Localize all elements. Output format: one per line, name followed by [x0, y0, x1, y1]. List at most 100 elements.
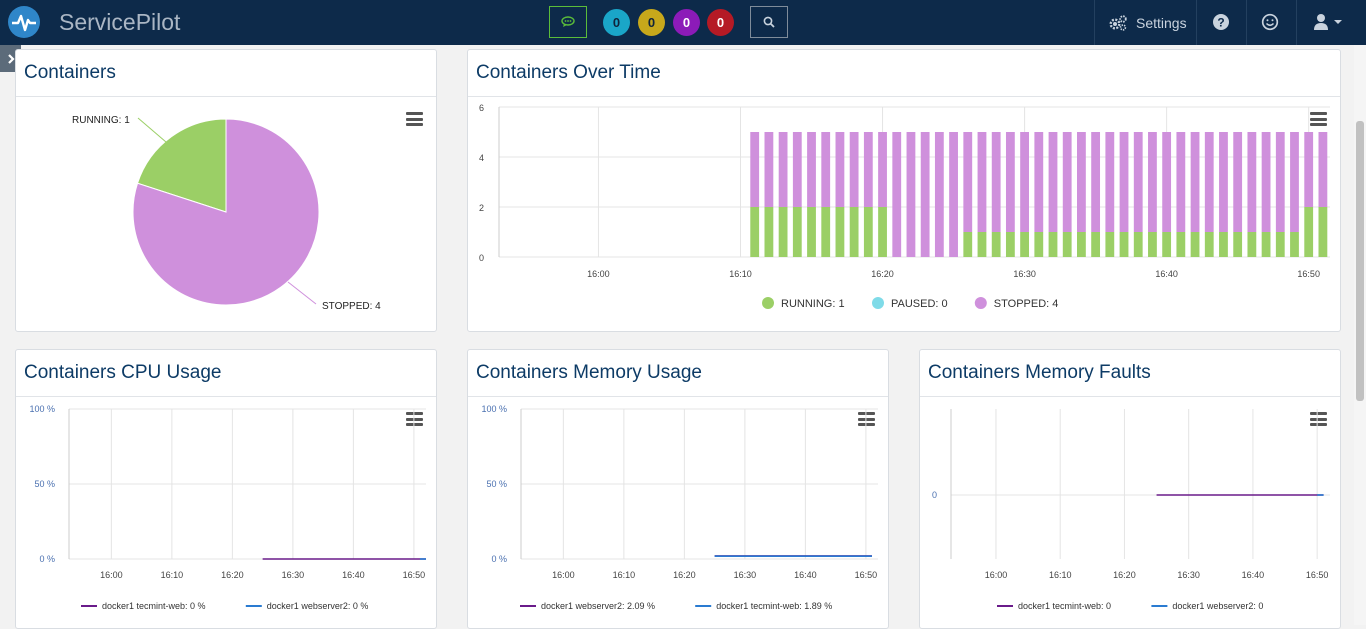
bar-running: [1275, 232, 1285, 257]
x-tick-label: 16:20: [1113, 570, 1136, 580]
bar-stopped: [878, 132, 887, 207]
bar-stopped: [1133, 132, 1143, 232]
panel-title: Containers Memory Faults: [928, 362, 1151, 383]
bar-running: [1005, 232, 1015, 257]
pie-label: RUNNING: 1: [72, 115, 130, 126]
x-tick-label: 16:00: [100, 570, 123, 580]
x-tick-label: 16:10: [1049, 570, 1072, 580]
bar-stopped: [750, 132, 760, 207]
y-tick-label: 100 %: [29, 404, 55, 414]
x-tick-label: 16:40: [1242, 570, 1265, 580]
legend-label: STOPPED: 4: [994, 298, 1059, 310]
settings-button[interactable]: Settings: [1108, 0, 1187, 45]
settings-label: Settings: [1136, 14, 1187, 31]
bar-running: [963, 232, 973, 257]
bar-stopped: [1261, 132, 1271, 232]
x-tick-label: 16:40: [342, 570, 365, 580]
bar-running: [1119, 232, 1129, 257]
containers-panel: Containers RUNNING: 1 STOPPED: 4: [15, 49, 437, 332]
panel-title: Containers: [24, 62, 116, 83]
help-button[interactable]: ?: [1210, 11, 1232, 33]
bar-running: [1034, 232, 1044, 257]
logo-icon[interactable]: [8, 6, 40, 38]
bar-stopped: [849, 132, 859, 207]
legend-label: docker1 webserver2: 0: [1172, 601, 1263, 611]
y-tick-label: 2: [479, 203, 484, 213]
status-badge-warning[interactable]: 0: [638, 9, 665, 36]
memory-faults-panel: Containers Memory Faults 0 16:00 16:10 16:2…: [919, 349, 1341, 629]
x-tick-label: 16:00: [985, 570, 1008, 580]
top-navbar: ServicePilot 0 0 0 0 Settings ?: [0, 0, 1366, 45]
bar-running: [1020, 232, 1029, 257]
chat-icon: [561, 16, 575, 27]
chart-menu-button[interactable]: [1310, 412, 1327, 426]
y-tick-label: 0: [932, 490, 937, 500]
user-menu-button[interactable]: [1311, 11, 1345, 33]
bar-stopped: [1105, 132, 1115, 232]
status-badge-info[interactable]: 0: [603, 9, 630, 36]
bar-running: [1304, 207, 1314, 257]
bar-running: [863, 207, 873, 257]
brand-name[interactable]: ServicePilot: [59, 9, 181, 35]
badge-count: 0: [716, 15, 725, 30]
search-button[interactable]: [750, 6, 788, 38]
x-tick-label: 16:00: [552, 570, 575, 580]
bar-stopped: [1176, 132, 1186, 232]
bar-stopped: [1119, 132, 1129, 232]
chart-menu-button[interactable]: [858, 412, 875, 426]
status-badge-major[interactable]: 0: [673, 9, 700, 36]
bar-stopped: [906, 132, 916, 257]
bar-running: [1233, 232, 1243, 257]
bar-running: [1318, 207, 1328, 257]
legend-label: docker1 tecmint-web: 0 %: [102, 601, 206, 611]
page-scrollbar[interactable]: [1354, 45, 1366, 625]
chat-button[interactable]: [549, 6, 587, 38]
bar-stopped: [1062, 132, 1072, 232]
y-tick-label: 6: [479, 103, 484, 113]
bar-running: [991, 232, 1001, 257]
x-tick-label: 16:50: [1306, 570, 1329, 580]
bar-stopped: [1290, 132, 1299, 232]
bar-stopped: [1304, 132, 1314, 207]
bar-stopped: [1219, 132, 1228, 232]
bar-stopped: [949, 132, 958, 257]
y-tick-label: 50 %: [486, 479, 507, 489]
y-tick-label: 4: [479, 153, 484, 163]
help-icon: ?: [1213, 14, 1229, 30]
bar-running: [792, 207, 802, 257]
legend-marker: [762, 297, 774, 309]
pie-connector: [287, 281, 317, 305]
bar-running: [1219, 232, 1228, 257]
bar-running: [778, 207, 788, 257]
bar-running: [835, 207, 845, 257]
bar-stopped: [835, 132, 845, 207]
bar-stopped: [1247, 132, 1257, 232]
pie-slice: [136, 118, 227, 213]
legend-marker: [974, 297, 987, 309]
memory-usage-chart: 0 % 50 % 100 % 16:00 16:10 16:20 16:30 16:40 16:…: [481, 404, 878, 611]
x-tick-label: 16:20: [673, 570, 696, 580]
badge-count: 0: [612, 15, 621, 30]
status-badge-critical[interactable]: 0: [707, 9, 734, 36]
x-tick-label: 16:50: [1297, 269, 1320, 279]
scrollbar-thumb[interactable]: [1356, 121, 1364, 401]
bar-running: [878, 207, 887, 257]
bar-stopped: [1005, 132, 1015, 232]
bar-running: [750, 207, 760, 257]
feedback-button[interactable]: [1259, 11, 1281, 33]
bar-running: [1190, 232, 1200, 257]
chart-menu-button[interactable]: [1310, 112, 1327, 126]
bar-stopped: [1318, 132, 1328, 207]
bar-running: [1162, 232, 1172, 257]
chart-menu-button[interactable]: [406, 112, 423, 126]
bar-running: [1247, 232, 1257, 257]
bar-stopped: [1020, 132, 1029, 232]
bar-running: [1105, 232, 1115, 257]
chart-menu-button[interactable]: [406, 412, 423, 426]
bar-stopped: [920, 132, 930, 257]
bar-running: [849, 207, 859, 257]
y-tick-label: 50 %: [34, 479, 55, 489]
search-icon: [763, 16, 775, 28]
bar-running: [1204, 232, 1214, 257]
x-tick-label: 16:50: [403, 570, 426, 580]
